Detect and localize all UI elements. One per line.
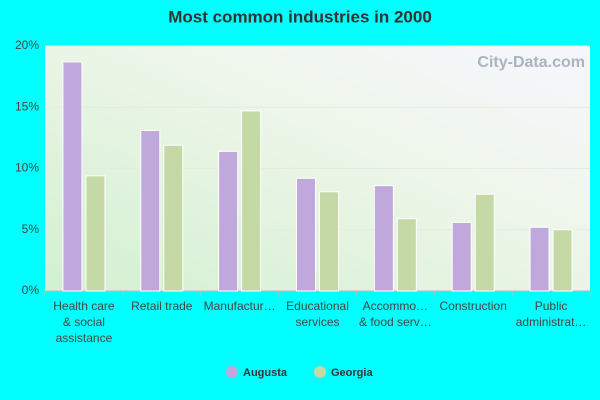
x-tick-label: & social <box>63 315 105 329</box>
x-tick-label: Accommo… <box>363 299 428 313</box>
x-tick-label: services <box>295 315 339 329</box>
bar <box>529 226 550 292</box>
bar <box>396 218 417 292</box>
bar <box>62 61 83 292</box>
bar <box>451 221 472 292</box>
y-tick-label: 15% <box>15 99 39 113</box>
x-tick-label: & food serv… <box>359 315 432 329</box>
bar <box>552 229 573 292</box>
legend-swatch <box>226 366 238 378</box>
x-tick-label: assistance <box>56 331 113 345</box>
x-tick-label: Health care <box>53 299 115 313</box>
x-tick-label: administrat… <box>516 315 587 329</box>
x-tick-label: Manufactur… <box>204 299 276 313</box>
x-tick-label: Retail trade <box>131 299 193 313</box>
legend-swatch <box>314 366 326 378</box>
bar <box>296 177 316 292</box>
x-tick-label: Public <box>535 299 568 313</box>
watermark: City-Data.com <box>477 54 585 71</box>
y-tick-label: 20% <box>15 38 39 52</box>
y-tick-label: 10% <box>15 161 39 175</box>
x-tick-label: Construction <box>440 299 507 313</box>
x-tick-label: Educational <box>286 299 349 313</box>
bar <box>218 150 239 292</box>
chart-title: Most common industries in 2000 <box>168 7 432 26</box>
bar <box>140 130 161 292</box>
legend-label: Georgia <box>331 367 373 379</box>
bar <box>241 110 262 292</box>
bar <box>373 185 394 292</box>
y-tick-label: 5% <box>22 222 40 236</box>
bar <box>319 191 339 292</box>
legend-label: Augusta <box>243 367 288 379</box>
bar <box>85 175 106 292</box>
y-tick-label: 0% <box>22 283 40 297</box>
bar <box>163 144 184 292</box>
bar <box>474 193 495 292</box>
